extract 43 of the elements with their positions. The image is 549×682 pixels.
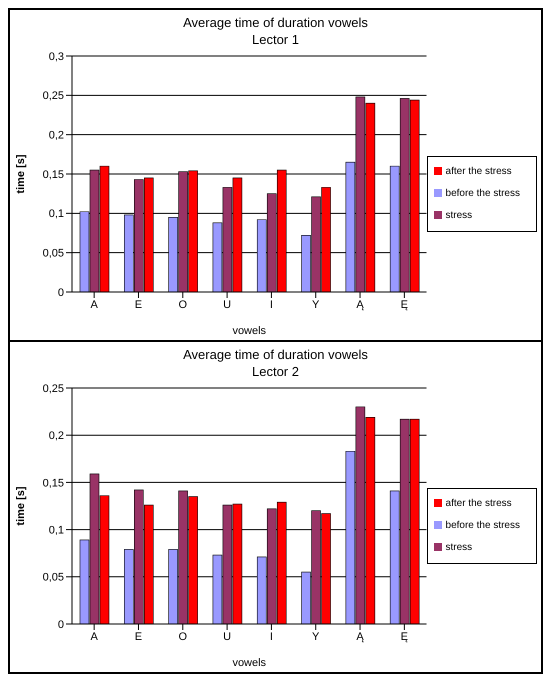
x-tick-label: Ą (356, 298, 364, 311)
x-axis-title: vowels (232, 325, 267, 337)
y-tick-label: 0,15 (42, 168, 64, 181)
legend-label: after the stress (446, 498, 512, 509)
x-tick-label: A (90, 298, 98, 311)
y-tick-label: 0 (58, 618, 64, 631)
legend-label: stress (446, 542, 472, 553)
y-axis-title: time [s] (14, 486, 27, 526)
x-axis-title: vowels (232, 657, 267, 669)
x-tick-label: O (178, 298, 188, 311)
x-tick-label: U (223, 630, 232, 643)
y-tick-label: 0,05 (42, 248, 64, 260)
x-tick-label: E (134, 298, 142, 311)
y-tick-label: 0,1 (48, 524, 64, 537)
x-tick-label: Y (312, 298, 320, 311)
x-tick-label: Ę (400, 630, 408, 643)
x-tick-label: E (134, 630, 142, 643)
y-tick-label: 0,2 (48, 430, 64, 442)
legend-label: before the stress (446, 188, 520, 199)
y-axis-title: time [s] (14, 154, 27, 194)
y-tick-label: 0,25 (42, 90, 64, 102)
chart-title: Average time of duration vowels (182, 346, 369, 363)
y-tick-label: 0,25 (42, 382, 64, 395)
y-tick-label: 0,05 (42, 572, 64, 584)
y-tick-label: 0,15 (42, 477, 64, 490)
chart-subtitle: Lector 2 (251, 363, 300, 380)
x-tick-label: I (270, 630, 273, 643)
chart-subtitle: Lector 1 (251, 31, 300, 48)
y-tick-label: 0,2 (48, 130, 64, 142)
x-tick-label: U (223, 298, 232, 311)
chart-title: Average time of duration vowels (182, 14, 369, 31)
x-tick-label: Y (312, 630, 320, 643)
x-tick-label: Ą (356, 630, 364, 643)
y-tick-label: 0 (58, 286, 64, 299)
legend-label: after the stress (446, 166, 512, 177)
y-tick-label: 0,1 (48, 208, 64, 220)
x-tick-label: O (178, 630, 188, 643)
x-tick-label: A (90, 630, 98, 643)
legend-label: stress (446, 210, 472, 221)
y-tick-label: 0,3 (48, 50, 64, 63)
x-tick-label: I (270, 298, 273, 311)
legend-label: before the stress (446, 520, 520, 531)
x-tick-label: Ę (400, 298, 408, 311)
